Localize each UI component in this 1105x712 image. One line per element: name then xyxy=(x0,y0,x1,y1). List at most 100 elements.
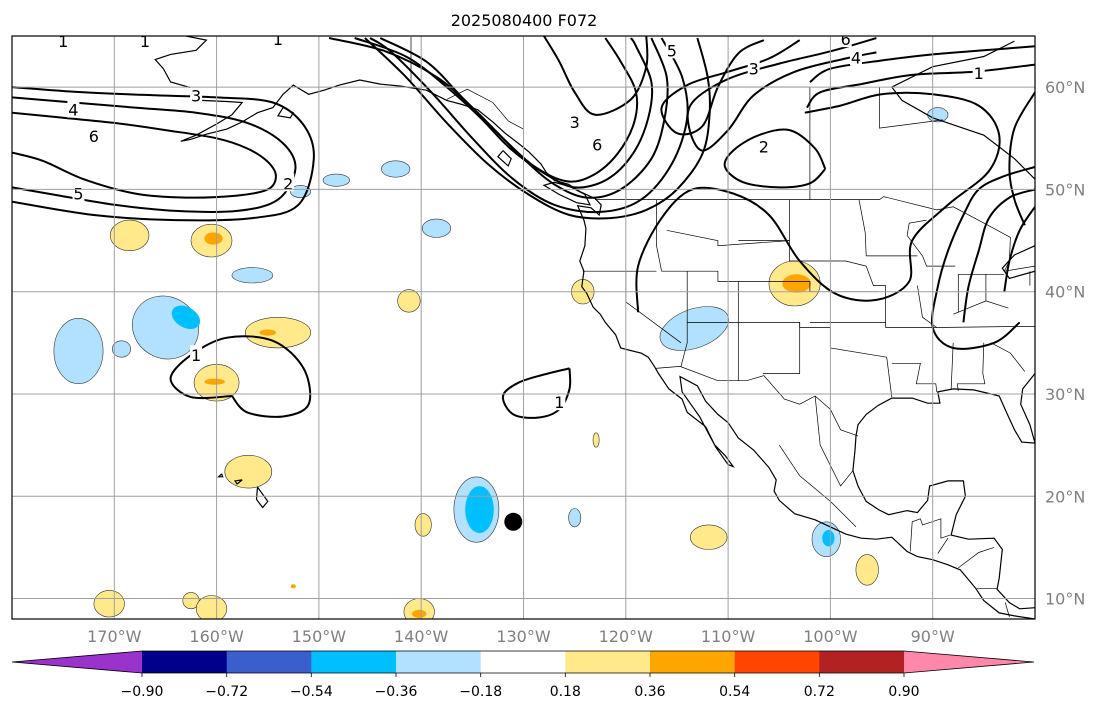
contour-line xyxy=(809,45,1035,83)
border-line xyxy=(906,219,956,267)
anomaly-patch-yellow xyxy=(245,317,312,349)
contour-label-bg xyxy=(139,36,151,50)
border-line xyxy=(950,342,954,390)
border-line xyxy=(738,240,867,267)
longitude-tick-label: 110°W xyxy=(701,627,756,646)
contour-label-bg xyxy=(190,345,203,364)
colorbar-cell xyxy=(565,651,651,673)
anomaly-patch-yellow xyxy=(414,513,432,537)
contour-label-bg xyxy=(850,47,862,66)
contour-label: 3 xyxy=(749,60,759,79)
coastline xyxy=(497,150,512,167)
contour-label-bg xyxy=(972,62,985,81)
contour-line xyxy=(379,37,669,199)
contour-label: 1 xyxy=(191,346,201,365)
colorbar-tick-label: −0.36 xyxy=(375,684,418,700)
border-line xyxy=(865,265,886,323)
anomaly-patch-yellow xyxy=(397,289,421,313)
latitude-tick-label: 40°N xyxy=(1045,283,1085,302)
border-line xyxy=(886,357,893,398)
contour-label: 4 xyxy=(851,49,861,68)
border-line xyxy=(655,366,859,437)
contour-label-bg xyxy=(282,173,295,192)
coastline xyxy=(217,473,224,478)
colorbar-cell xyxy=(734,651,820,673)
anomaly-patch-cyan xyxy=(465,486,494,534)
colorbar-tick-label: 0.90 xyxy=(888,684,919,700)
contour-line xyxy=(169,335,312,418)
longitude-tick-label: 160°W xyxy=(189,627,244,646)
anomaly-patch-yellow xyxy=(109,219,150,251)
contour-label: 3 xyxy=(191,86,201,105)
longitude-tick-label: 170°W xyxy=(87,627,142,646)
colorbar-cell xyxy=(311,651,397,673)
anomaly-patch-orange xyxy=(204,378,225,385)
contour-label: 1 xyxy=(974,64,984,83)
contour-label: 2 xyxy=(283,174,293,193)
anomaly-patch-cyan xyxy=(822,530,835,547)
anomaly-patch-yellow xyxy=(93,590,125,618)
contour-label: 2 xyxy=(759,138,769,157)
contour-label-bg xyxy=(272,36,284,48)
contour-line xyxy=(686,37,877,152)
colorbar-tick-label: −0.72 xyxy=(205,684,248,700)
coastline xyxy=(1020,373,1035,444)
contour-lines xyxy=(12,36,1035,419)
anomaly-patch-orange xyxy=(290,584,296,589)
anomaly-patch-orange xyxy=(204,232,223,245)
anomaly-patch-yellow xyxy=(855,554,879,586)
contour-label-bg xyxy=(839,36,852,48)
contour-label-bg xyxy=(568,111,581,130)
contour-label: 6 xyxy=(89,127,99,146)
anomaly-patch-yellow xyxy=(592,432,600,448)
colorbar-tick-label: −0.54 xyxy=(290,684,333,700)
longitude-tick-label: 90°W xyxy=(911,627,955,646)
contour-label: 3 xyxy=(570,113,580,132)
colorbar-tick-label: 0.72 xyxy=(804,684,835,700)
contour-label-bg xyxy=(591,134,604,153)
anomaly-patch-orange xyxy=(782,274,811,293)
map-frame xyxy=(11,35,1036,620)
anomaly-patch-yellow xyxy=(195,595,228,619)
colorbar-cell xyxy=(142,651,228,673)
contour-label-bg xyxy=(553,392,566,411)
contour-label: 5 xyxy=(667,41,677,60)
border-line xyxy=(858,199,867,256)
contour-label-bg xyxy=(747,58,760,77)
contour-label-bg xyxy=(665,40,678,59)
border-line xyxy=(909,518,951,552)
colorbar-tick-label: 0.36 xyxy=(634,684,665,700)
contour-label-bg xyxy=(190,85,203,104)
longitude-tick-label: 150°W xyxy=(292,627,347,646)
border-line xyxy=(779,444,857,528)
contour-label-bg xyxy=(757,136,770,155)
contour-label-bg xyxy=(57,36,70,50)
coastline xyxy=(890,40,1035,180)
longitude-tick-label: 130°W xyxy=(496,627,551,646)
contour-line xyxy=(931,165,1035,350)
border-line xyxy=(990,342,1026,372)
colorbar-cell xyxy=(396,651,482,673)
longitude-tick-label: 140°W xyxy=(394,627,449,646)
contour-label: 1 xyxy=(58,32,68,51)
anomaly-patch-orange xyxy=(259,329,276,336)
anomaly-patch-lightblue xyxy=(568,508,582,528)
anomaly-patch-lightblue xyxy=(421,218,452,238)
contour-label: 6 xyxy=(841,30,851,49)
border-line xyxy=(666,229,790,247)
colorbar-tick-label: 0.18 xyxy=(550,684,581,700)
contour-label: 1 xyxy=(554,393,564,412)
anomaly-patch-lightblue xyxy=(381,160,411,178)
border-line xyxy=(656,199,810,282)
storm-marker xyxy=(504,512,523,531)
border-line xyxy=(891,362,938,392)
contour-label-bg xyxy=(87,126,100,145)
latitude-tick-labels: 60°N 50°N 40°N 30°N 20°N 10°N xyxy=(1045,78,1085,608)
latitude-tick-label: 60°N xyxy=(1045,78,1085,97)
border-line xyxy=(762,322,801,374)
map-title: 2025080400 F072 xyxy=(451,11,598,30)
anomaly-patch-lightblue xyxy=(231,267,274,284)
border-line xyxy=(680,322,688,367)
